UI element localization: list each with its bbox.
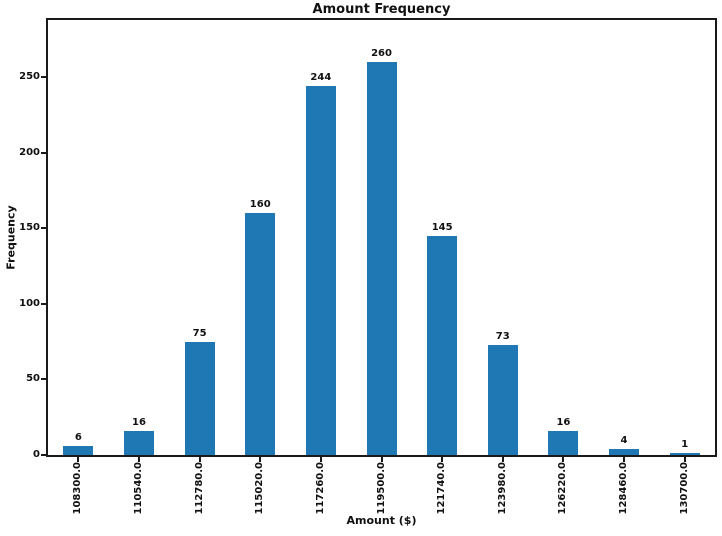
bar	[305, 86, 336, 455]
bar	[548, 430, 579, 455]
y-tick-label: 50	[26, 373, 40, 385]
x-tick-label: 110540.0	[132, 462, 144, 515]
x-tick-label: 119500.0	[375, 462, 387, 515]
chart-title: Amount Frequency	[312, 2, 451, 17]
y-tick-label: 200	[19, 146, 40, 158]
x-tick-mark	[198, 457, 201, 462]
x-tick-mark	[259, 457, 262, 462]
bar	[123, 430, 154, 455]
x-tick-mark	[623, 457, 626, 462]
bar-value-label: 16	[131, 416, 146, 428]
y-tick-label: 0	[33, 449, 40, 460]
x-axis-label: Amount ($)	[346, 514, 417, 527]
bar-value-label: 16	[556, 416, 571, 428]
bar-value-label: 6	[74, 431, 82, 443]
x-tick-mark	[501, 457, 504, 462]
bar	[184, 341, 215, 455]
y-tick-mark	[41, 378, 46, 381]
x-tick-mark	[137, 457, 140, 462]
x-tick-label: 108300.0	[72, 462, 84, 515]
y-tick-label: 150	[19, 222, 40, 234]
x-tick-mark	[77, 457, 80, 462]
y-tick-mark	[41, 454, 46, 456]
bar-value-label: 75	[192, 327, 207, 339]
bar-value-label: 73	[495, 330, 510, 342]
y-tick-mark	[41, 227, 46, 230]
x-tick-label: 117260.0	[314, 462, 326, 515]
bar-value-label: 160	[249, 199, 271, 211]
x-tick-mark	[380, 457, 383, 462]
x-tick-mark	[441, 457, 444, 462]
x-tick-label: 121740.0	[436, 462, 448, 515]
bar	[366, 62, 397, 455]
x-tick-label: 115020.0	[254, 462, 266, 515]
x-tick-mark	[319, 457, 322, 462]
x-tick-mark	[683, 457, 686, 462]
bar-value-label: 1	[681, 439, 689, 451]
bar-value-label: 4	[620, 434, 628, 446]
y-tick-mark	[41, 151, 46, 154]
bar-value-label: 244	[310, 72, 332, 84]
bar	[669, 453, 700, 455]
x-tick-label: 126220.0	[557, 462, 569, 515]
bar	[245, 213, 276, 455]
bar	[609, 448, 640, 455]
y-tick-label: 100	[19, 297, 40, 309]
y-tick-mark	[41, 302, 46, 305]
x-tick-label: 112780.0	[193, 462, 205, 515]
bar-value-label: 260	[371, 48, 392, 60]
x-tick-label: 130700.0	[678, 462, 690, 515]
bar	[427, 235, 458, 455]
y-tick-mark	[41, 76, 46, 79]
bar	[63, 445, 94, 455]
x-tick-mark	[562, 457, 565, 462]
bar	[487, 344, 518, 455]
bar-value-label: 145	[431, 221, 453, 233]
y-axis-label: Frequency	[4, 205, 18, 270]
x-tick-label: 123980.0	[496, 462, 508, 515]
x-tick-label: 128460.0	[618, 462, 630, 515]
y-tick-label: 250	[19, 71, 40, 83]
